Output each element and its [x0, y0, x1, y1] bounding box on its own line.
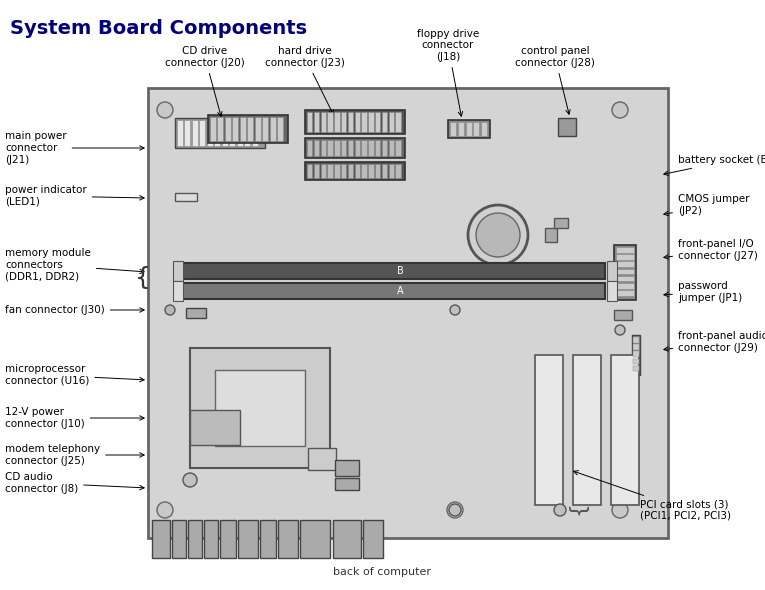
Bar	[148, 88, 668, 538]
Bar	[177, 120, 183, 146]
Bar	[334, 140, 340, 156]
Bar	[152, 520, 170, 558]
Bar	[173, 261, 183, 281]
Bar	[335, 478, 359, 490]
Bar	[368, 112, 373, 132]
Bar	[333, 520, 361, 558]
Text: front-panel I/O
connector (J27): front-panel I/O connector (J27)	[664, 239, 758, 261]
Bar	[278, 117, 284, 141]
Bar	[321, 112, 326, 132]
Bar	[616, 283, 634, 289]
Bar	[248, 117, 253, 141]
Bar	[382, 112, 387, 132]
Bar	[305, 162, 405, 180]
Bar	[633, 352, 639, 357]
Bar	[389, 140, 394, 156]
Bar	[327, 164, 333, 178]
Bar	[321, 164, 326, 178]
Bar	[573, 355, 601, 505]
Bar	[348, 112, 353, 132]
Circle shape	[615, 325, 625, 335]
Bar	[545, 228, 557, 242]
Bar	[327, 112, 333, 132]
Bar	[616, 268, 634, 274]
Bar	[389, 112, 394, 132]
Bar	[300, 520, 330, 558]
Bar	[305, 110, 405, 134]
Text: fan connector (J30): fan connector (J30)	[5, 305, 144, 315]
Bar	[245, 120, 250, 146]
Bar	[448, 120, 490, 138]
Bar	[632, 335, 640, 375]
Bar	[334, 164, 340, 178]
Bar	[389, 164, 394, 178]
Bar	[188, 520, 202, 558]
Text: PCI card slots (3)
(PCI1, PCI2, PCI3): PCI card slots (3) (PCI1, PCI2, PCI3)	[574, 471, 731, 521]
Bar	[616, 276, 634, 281]
Bar	[225, 117, 231, 141]
Bar	[554, 218, 568, 228]
Text: hard drive
connector (J23): hard drive connector (J23)	[265, 47, 345, 114]
Bar	[361, 164, 367, 178]
Bar	[375, 112, 380, 132]
Bar	[361, 140, 367, 156]
Bar	[204, 520, 218, 558]
Bar	[335, 460, 359, 476]
Bar	[321, 140, 326, 156]
Text: battery socket (BT1): battery socket (BT1)	[664, 155, 765, 175]
Circle shape	[612, 102, 628, 118]
Text: microprocessor
connector (U16): microprocessor connector (U16)	[5, 364, 144, 386]
Text: A: A	[397, 286, 403, 296]
Circle shape	[612, 502, 628, 518]
Bar	[190, 410, 240, 445]
Text: modem telephony
connector (J25): modem telephony connector (J25)	[5, 444, 144, 466]
Bar	[260, 520, 276, 558]
Bar	[348, 164, 353, 178]
Bar	[327, 140, 333, 156]
Text: System Board Components: System Board Components	[10, 18, 307, 38]
Bar	[616, 247, 634, 253]
Bar	[368, 140, 373, 156]
Bar	[238, 520, 258, 558]
Text: {: {	[135, 266, 151, 290]
Text: floppy drive
connector
(J18): floppy drive connector (J18)	[417, 29, 479, 116]
Text: }: }	[565, 505, 585, 519]
Bar	[262, 117, 269, 141]
Bar	[207, 120, 213, 146]
Text: 12-V power
connector (J10): 12-V power connector (J10)	[5, 407, 144, 429]
Bar	[361, 112, 367, 132]
Circle shape	[165, 305, 175, 315]
Bar	[616, 290, 634, 296]
Bar	[233, 117, 239, 141]
Bar	[334, 112, 340, 132]
Circle shape	[449, 504, 461, 516]
Bar	[450, 122, 456, 136]
Text: control panel
connector (J28): control panel connector (J28)	[515, 47, 595, 114]
Bar	[252, 120, 258, 146]
Bar	[314, 140, 319, 156]
Bar	[307, 112, 312, 132]
Bar	[396, 140, 401, 156]
Bar	[633, 359, 639, 364]
Bar	[278, 520, 298, 558]
Bar	[616, 254, 634, 260]
Bar	[535, 355, 563, 505]
Bar	[375, 140, 380, 156]
Bar	[355, 140, 360, 156]
Bar	[348, 140, 353, 156]
Circle shape	[468, 205, 528, 265]
Bar	[474, 122, 480, 136]
Circle shape	[554, 504, 566, 516]
Bar	[184, 120, 190, 146]
Bar	[200, 120, 206, 146]
Bar	[237, 120, 243, 146]
Circle shape	[157, 502, 173, 518]
Bar	[255, 117, 261, 141]
Bar	[375, 164, 380, 178]
Text: CD drive
connector (J20): CD drive connector (J20)	[165, 47, 245, 116]
Bar	[341, 112, 347, 132]
Text: B: B	[396, 266, 403, 276]
Bar	[355, 112, 360, 132]
Bar	[614, 310, 632, 320]
Bar	[363, 520, 383, 558]
